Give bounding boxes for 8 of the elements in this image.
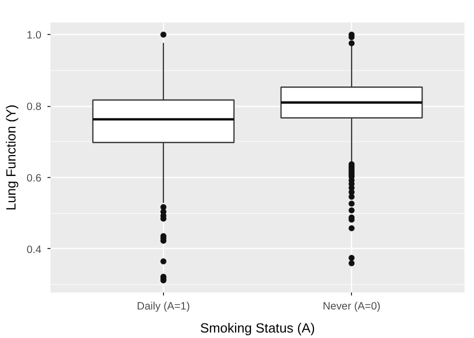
x-tick-label: Daily (A=1) — [136, 300, 190, 312]
x-tick-label: Never (A=0) — [322, 300, 380, 312]
y-tick-label: 1.0 — [26, 30, 42, 42]
y-tick-label: 0.4 — [26, 244, 42, 256]
y-axis-title: Lung Function (Y) — [4, 104, 19, 210]
y-tick-label: 0.6 — [26, 172, 42, 184]
x-axis-title: Smoking Status (A) — [200, 320, 315, 336]
y-tick-label: 0.8 — [26, 101, 42, 114]
